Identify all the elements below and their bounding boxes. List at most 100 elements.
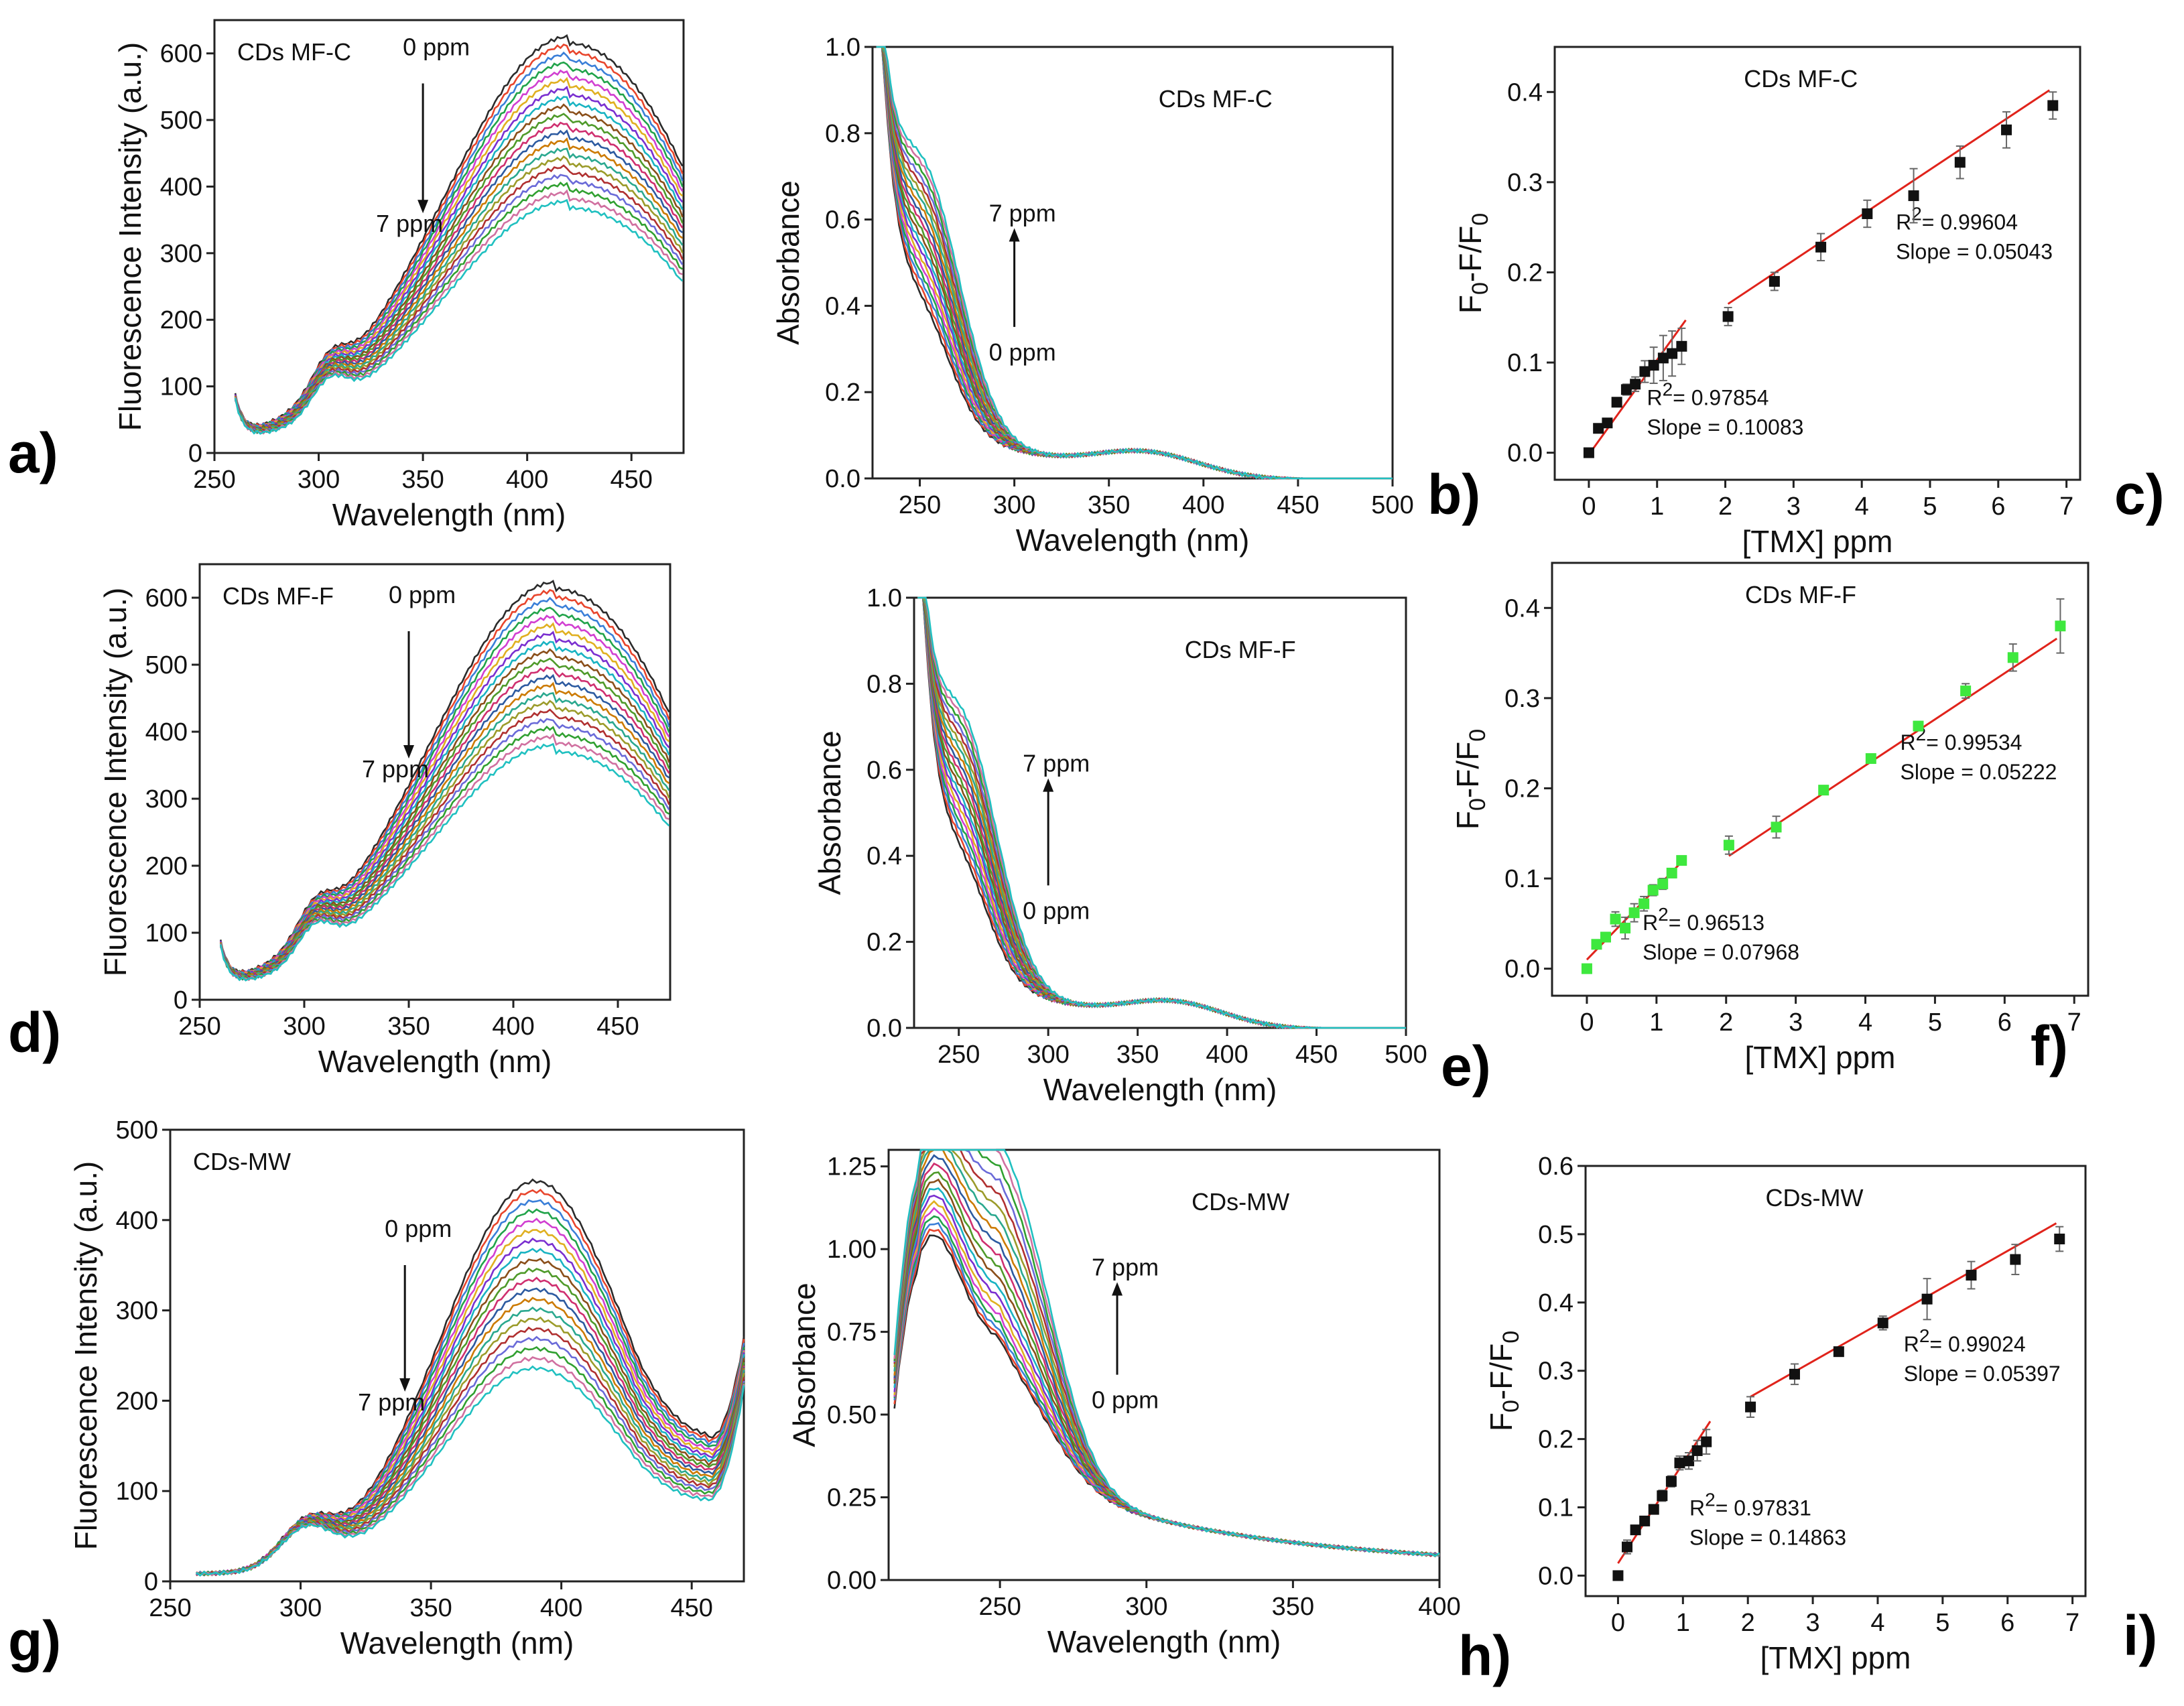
y-axis-title-h: Absorbance xyxy=(787,1283,822,1447)
y-axis-title-d: Fluorescence Intensity (a.u.) xyxy=(98,588,133,976)
panel-letter-i: i) xyxy=(2123,1604,2157,1667)
y-tick-label-a-3: 300 xyxy=(160,240,202,268)
x-tick-label-b-2: 350 xyxy=(1088,491,1130,519)
data-point-c-16 xyxy=(1954,157,1966,168)
data-point-i-13 xyxy=(1833,1346,1844,1358)
data-point-c-9 xyxy=(1667,348,1678,359)
data-point-i-6 xyxy=(1665,1475,1677,1487)
y-tick-label-h-2: 0.50 xyxy=(827,1401,877,1429)
y-tick-label-b-1: 0.2 xyxy=(825,379,860,407)
x-tick-label-i-1: 1 xyxy=(1676,1609,1690,1637)
x-tick-label-c-7: 7 xyxy=(2059,493,2073,521)
chart-title-b: CDs MF-C xyxy=(1159,85,1273,113)
y-tick-label-e-1: 0.2 xyxy=(866,929,902,957)
x-tick-label-f-3: 3 xyxy=(1789,1008,1803,1037)
panel-a: 250 300 350 400 450 0 100 200 300 400 500 600 Wavele… xyxy=(113,19,685,532)
x-tick-label-b-5: 500 xyxy=(1371,491,1413,519)
series-a-8 xyxy=(234,103,684,431)
data-point-i-0 xyxy=(1612,1570,1624,1581)
series-a-2 xyxy=(234,51,684,428)
fit-slope-i-1: Slope = 0.05397 xyxy=(1904,1362,2061,1386)
trend-arrowhead-g xyxy=(399,1378,411,1392)
data-point-c-8 xyxy=(1657,352,1669,364)
series-d-2 xyxy=(219,596,670,974)
data-point-f-14 xyxy=(1865,753,1876,765)
series-e-19 xyxy=(917,596,1406,1029)
series-a-3 xyxy=(234,61,684,430)
plot-frame-a xyxy=(213,19,685,454)
fit-r2-f-0: R2= 0.96513 xyxy=(1643,904,1764,935)
panel-c: 0 1 2 3 4 5 6 7 0.0 0.1 0.2 0.3 0.4 [TMX] ppm F0-F/F0 C… xyxy=(1453,46,2081,559)
x-tick-label-f-4: 4 xyxy=(1858,1008,1872,1037)
x-tick-label-b-3: 400 xyxy=(1182,491,1224,519)
y-tick-label-f-0: 0.0 xyxy=(1504,956,1540,984)
x-tick-label-f-6: 6 xyxy=(1998,1008,2012,1037)
series-h-19 xyxy=(893,1149,1440,1557)
data-point-f-11 xyxy=(1723,840,1734,851)
panel-f: 0 1 2 3 4 5 6 7 0.0 0.1 0.2 0.3 0.4 [TMX] ppm F0-F/F0 C… xyxy=(1450,562,2090,1075)
y-tick-label-d-3: 300 xyxy=(145,785,188,813)
fit-slope-c-0: Slope = 0.10083 xyxy=(1647,415,1803,440)
data-point-i-14 xyxy=(1877,1317,1888,1329)
chart-title-a: CDs MF-C xyxy=(237,38,351,66)
y-tick-label-e-4: 0.8 xyxy=(866,670,902,698)
data-point-f-5 xyxy=(1628,907,1640,919)
data-point-i-8 xyxy=(1683,1455,1695,1467)
x-tick-label-f-2: 2 xyxy=(1719,1008,1733,1037)
arrow-start-label-h: 0 ppm xyxy=(1092,1386,1159,1414)
y-tick-label-d-1: 100 xyxy=(145,919,188,947)
y-axis-title-c: F0-F/F0 xyxy=(1453,213,1493,314)
data-point-i-16 xyxy=(1966,1270,1977,1281)
y-axis-title-g: Fluorescence Intensity (a.u.) xyxy=(68,1161,103,1550)
x-tick-label-d-1: 300 xyxy=(283,1012,325,1041)
plot-frame-d xyxy=(198,563,671,1001)
x-tick-label-i-0: 0 xyxy=(1611,1609,1625,1637)
data-point-f-15 xyxy=(1913,720,1924,732)
y-axis-title-b: Absorbance xyxy=(771,180,806,345)
x-axis-title-d: Wavelength (nm) xyxy=(318,1044,552,1079)
series-g-10 xyxy=(196,1276,745,1577)
x-tick-label-g-0: 250 xyxy=(149,1594,191,1622)
x-axis-title-i: [TMX] ppm xyxy=(1760,1640,1911,1675)
x-tick-label-d-0: 250 xyxy=(178,1012,220,1041)
chart-title-g: CDs-MW xyxy=(193,1148,291,1175)
x-tick-label-a-0: 250 xyxy=(193,466,235,494)
x-axis-title-f: [TMX] ppm xyxy=(1745,1040,1896,1075)
x-axis-title-g: Wavelength (nm) xyxy=(340,1626,574,1660)
trend-arrowhead-e xyxy=(1043,778,1054,792)
data-point-i-1 xyxy=(1622,1541,1633,1553)
data-point-f-17 xyxy=(2007,652,2018,663)
x-tick-label-d-4: 450 xyxy=(596,1012,639,1041)
x-tick-label-c-6: 6 xyxy=(1991,493,2005,521)
data-point-c-11 xyxy=(1722,311,1734,322)
y-tick-label-g-0: 0 xyxy=(144,1568,158,1596)
data-point-f-16 xyxy=(1960,685,1972,697)
y-tick-label-e-3: 0.6 xyxy=(866,757,902,785)
data-point-c-15 xyxy=(1908,190,1919,202)
x-tick-label-e-3: 400 xyxy=(1206,1041,1248,1069)
panel-b: 250 300 350 400 450 500 0.0 0.2 0.4 0.6 0.8 1.0 Wave… xyxy=(771,34,1414,557)
data-point-i-18 xyxy=(2054,1234,2065,1245)
y-tick-label-g-3: 300 xyxy=(116,1297,158,1325)
y-tick-label-h-1: 0.25 xyxy=(827,1484,877,1512)
y-tick-label-i-5: 0.5 xyxy=(1538,1221,1573,1249)
y-tick-label-a-6: 600 xyxy=(160,40,202,68)
y-tick-label-f-3: 0.3 xyxy=(1504,685,1540,713)
series-a-9 xyxy=(234,113,684,431)
x-tick-label-g-4: 450 xyxy=(670,1594,712,1622)
arrow-start-label-g: 0 ppm xyxy=(385,1215,452,1242)
x-tick-label-g-3: 400 xyxy=(540,1594,582,1622)
y-tick-label-b-4: 0.8 xyxy=(825,120,860,148)
arrow-end-label-a: 7 ppm xyxy=(376,210,443,237)
series-b-19 xyxy=(876,46,1393,480)
data-point-f-3 xyxy=(1610,913,1621,925)
y-tick-label-a-1: 100 xyxy=(160,373,202,401)
panel-letter-h: h) xyxy=(1458,1624,1511,1687)
x-tick-label-f-0: 0 xyxy=(1580,1008,1594,1037)
y-tick-label-e-2: 0.4 xyxy=(866,842,902,870)
x-tick-label-i-2: 2 xyxy=(1741,1609,1755,1637)
data-point-f-0 xyxy=(1581,963,1592,974)
fit-slope-f-1: Slope = 0.05222 xyxy=(1900,760,2057,784)
arrow-start-label-b: 0 ppm xyxy=(989,338,1056,366)
